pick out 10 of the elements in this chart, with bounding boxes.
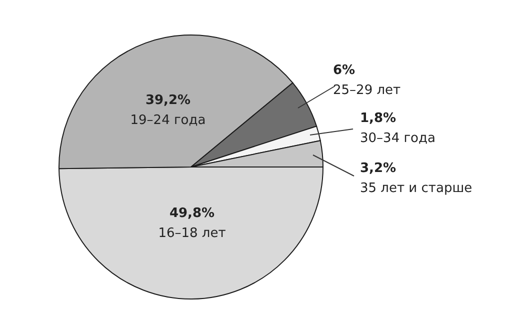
data-label: 39,2% [145,93,191,108]
data-label: 1,8% [360,111,396,126]
slice-label: 30–34 года [360,131,436,146]
slice-label: 25–29 лет [333,83,402,98]
slice-label: 35 лет и старше [360,181,472,196]
data-label: 3,2% [360,161,396,176]
data-label: 49,8% [169,206,215,221]
slice-label: 19–24 года [130,113,206,128]
slice-label: 16–18 лет [158,226,226,241]
data-label: 6% [333,63,356,78]
